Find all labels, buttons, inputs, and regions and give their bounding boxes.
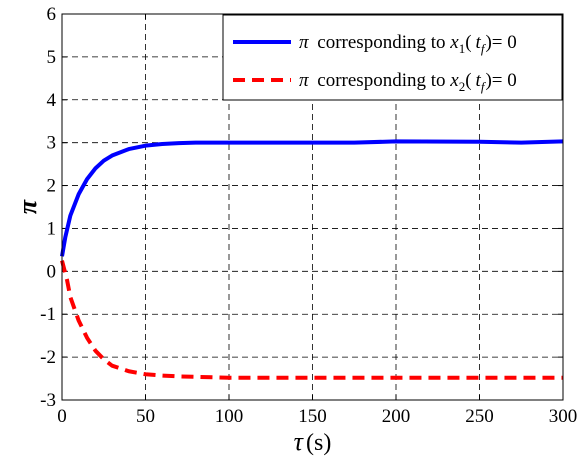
x-tick-label: 300 <box>549 406 578 427</box>
y-axis-label: π <box>13 199 42 214</box>
plot-frame <box>61 13 564 401</box>
series-line-1 <box>60 139 564 257</box>
tick-labels: 0 50 100 150 200 250 300 -3 -2 -1 0 1 2 3 4 5 6 <box>40 4 577 427</box>
x-tick-label: 100 <box>215 406 244 427</box>
x-tick-label: 150 <box>298 406 327 427</box>
x-tick-label: 250 <box>465 406 494 427</box>
y-tick-label: 5 <box>47 47 57 68</box>
y-tick-label: 3 <box>47 133 57 154</box>
x-axis-label: τ (s) <box>294 427 332 456</box>
legend-box <box>222 14 563 101</box>
x-axis-symbol: τ <box>294 427 305 456</box>
legend: π corresponding to x1(tf)= 0 π correspond… <box>222 14 563 101</box>
y-tick-label: 2 <box>47 176 57 197</box>
x-axis-unit: (s) <box>306 430 331 456</box>
x-tick-label: 0 <box>57 406 67 427</box>
y-tick-label: 4 <box>47 90 57 111</box>
x-tick-label: 50 <box>136 406 155 427</box>
y-tick-label: 0 <box>47 261 57 282</box>
series-line-2 <box>60 260 563 380</box>
y-tick-label: -3 <box>40 390 56 411</box>
y-tick-label: -2 <box>40 347 56 368</box>
y-tick-label: 6 <box>47 4 57 25</box>
y-tick-label: 1 <box>47 218 57 239</box>
legend-label-1: π corresponding to x1(tf)= 0 <box>299 32 517 56</box>
series-lines <box>60 139 564 380</box>
x-tick-label: 200 <box>382 406 411 427</box>
y-tick-label: -1 <box>40 304 56 325</box>
legend-label-2: π corresponding to x2(tf)= 0 <box>299 70 517 94</box>
